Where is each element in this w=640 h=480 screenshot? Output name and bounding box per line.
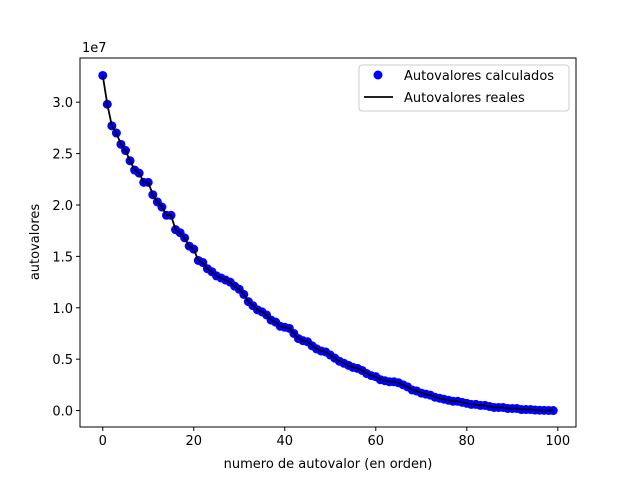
y-tick-label: 2.5 <box>52 148 73 163</box>
y-tick-label: 1.0 <box>52 302 73 317</box>
plot-frame <box>79 57 577 428</box>
series-reales-line <box>101 75 554 412</box>
y-tick-label: 0.5 <box>52 353 73 368</box>
legend-label-calculados: Autovalores calculados <box>404 69 554 84</box>
legend-label-reales: Autovalores reales <box>404 91 525 106</box>
x-tick-label: 80 <box>459 434 476 449</box>
x-tick-label: 40 <box>276 434 293 449</box>
y-tick-label: 0.0 <box>52 405 73 420</box>
x-tick-label: 60 <box>368 434 385 449</box>
x-axis: 0 20 40 60 80 100 <box>99 427 570 449</box>
y-tick-label: 3.0 <box>52 96 73 111</box>
plot-content <box>98 70 558 416</box>
y-tick-label: 2.0 <box>52 199 73 214</box>
legend: Autovalores calculados Autovalores reale… <box>358 64 570 112</box>
y-axis: 0.0 0.5 1.0 1.5 2.0 2.5 3.0 <box>52 96 80 420</box>
legend-box <box>358 64 570 112</box>
x-axis-label: numero de autovalor (en orden) <box>224 457 433 472</box>
y-offset-label: 1e7 <box>82 41 107 56</box>
y-tick-label: 1.5 <box>52 250 73 265</box>
legend-marker-calculados <box>373 70 383 80</box>
x-tick-label: 20 <box>185 434 202 449</box>
y-axis-label: autovalores <box>28 204 43 281</box>
x-tick-label: 100 <box>545 434 570 449</box>
x-tick-label: 0 <box>99 434 107 449</box>
